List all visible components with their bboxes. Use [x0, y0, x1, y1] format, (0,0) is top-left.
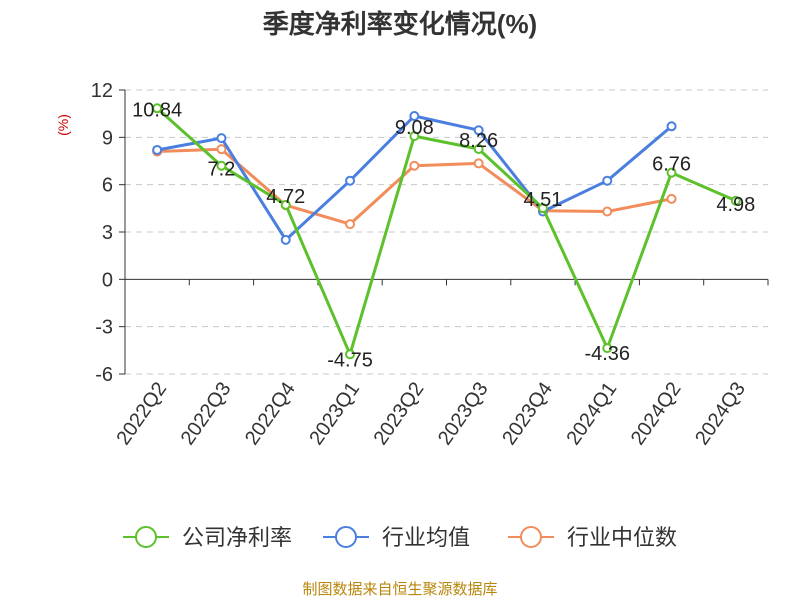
data-label: 10.84 [132, 99, 182, 121]
data-point [666, 193, 677, 204]
data-point [280, 199, 291, 210]
data-label: 7.2 [208, 159, 236, 181]
data-point [152, 103, 163, 114]
data-point [409, 131, 420, 142]
x-tick-label: 2023Q1 [305, 378, 364, 449]
data-label: 4.98 [716, 194, 755, 216]
legend-marker [335, 526, 357, 548]
x-tick-label: 2024Q1 [563, 378, 622, 449]
data-point [666, 167, 677, 178]
data-label: -4.75 [327, 349, 373, 371]
legend-marker [520, 526, 542, 548]
data-point [602, 175, 613, 186]
legend-marker [135, 526, 157, 548]
x-tick-label: 2022Q2 [112, 378, 171, 449]
data-point [280, 234, 291, 245]
chart-title: 季度净利率变化情况(%) [263, 9, 537, 39]
x-tick-label: 2022Q4 [241, 378, 300, 449]
data-point [473, 125, 484, 136]
y-tick-label: 12 [91, 80, 113, 102]
y-axis-unit-label: (%) [55, 114, 71, 136]
legend-label: 行业中位数 [567, 525, 677, 550]
x-axis-ticks: 2022Q2 2022Q3 2022Q4 2023Q1 2023Q2 2023Q3 2023… [112, 378, 750, 449]
legend[interactable]: 公司净利率 行业均值 行业中位数 [123, 525, 677, 550]
data-point [473, 158, 484, 169]
grid-lines [125, 89, 768, 375]
legend-label: 行业均值 [382, 525, 470, 550]
y-tick-label: -3 [95, 317, 113, 339]
data-point [602, 206, 613, 217]
data-point [152, 144, 163, 155]
x-tick-label: 2023Q3 [434, 378, 493, 449]
data-label: 4.72 [266, 186, 305, 208]
x-tick-label: 2024Q2 [627, 378, 686, 449]
series-lines [152, 103, 741, 360]
data-point [216, 160, 227, 171]
data-point [345, 175, 356, 186]
series-line [156, 107, 737, 356]
x-tick-label: 2023Q2 [370, 378, 429, 449]
data-label: -4.36 [584, 343, 630, 365]
data-point [409, 160, 420, 171]
data-labels: 10.84 7.2 4.72 -4.75 9.08 8.26 4.51 -4.36 6.76 4.… [132, 99, 755, 371]
x-tick-label: 2023Q4 [498, 378, 557, 449]
y-axis-ticks: 12 9 6 3 0 -3 -6 [91, 80, 113, 386]
data-point [409, 111, 420, 122]
legend-label: 公司净利率 [182, 525, 292, 550]
data-label: 9.08 [395, 117, 434, 139]
data-point [666, 121, 677, 132]
y-tick-label: 9 [102, 127, 113, 149]
data-point [602, 343, 613, 354]
x-tick-label: 2022Q3 [177, 378, 236, 449]
y-tick-label: 3 [102, 222, 113, 244]
data-label: 4.51 [523, 189, 562, 211]
y-tick-label: -6 [95, 364, 113, 386]
axes [119, 89, 769, 375]
data-point [345, 349, 356, 360]
data-point [216, 144, 227, 155]
y-tick-label: 0 [102, 269, 113, 291]
data-point [473, 144, 484, 155]
data-source-note: 制图数据来自恒生聚源数据库 [302, 581, 497, 598]
data-label: 6.76 [652, 154, 691, 176]
data-point [730, 195, 741, 206]
y-tick-label: 6 [102, 175, 113, 197]
data-point [345, 219, 356, 230]
data-point [537, 203, 548, 214]
data-label: 8.26 [459, 130, 498, 152]
data-point [216, 133, 227, 144]
x-tick-label: 2024Q3 [691, 378, 750, 449]
